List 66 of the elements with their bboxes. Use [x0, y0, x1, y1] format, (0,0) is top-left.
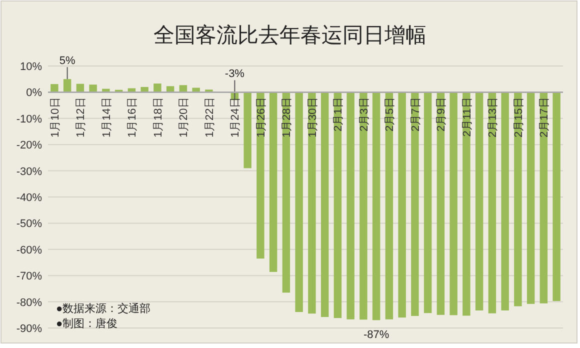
x-tick-label: 1月12日	[75, 97, 88, 138]
bar	[501, 92, 509, 310]
y-tick-label: -40%	[16, 192, 42, 204]
bar	[424, 92, 432, 314]
x-tick-label: 2月15日	[512, 97, 525, 138]
data-label: -3%	[224, 68, 245, 80]
x-tick-label: 2月11日	[461, 97, 474, 137]
bar	[89, 84, 97, 92]
x-tick-label: 1月30日	[306, 97, 319, 138]
bar	[154, 84, 162, 92]
y-tick-label: -30%	[16, 166, 42, 178]
bar	[256, 92, 264, 259]
bar	[462, 92, 470, 316]
y-tick-label: -80%	[16, 296, 42, 309]
annotation: ●制图：唐俊	[56, 317, 118, 330]
x-tick-label: 2月1日	[332, 97, 345, 132]
bar	[385, 92, 394, 320]
bar	[50, 84, 58, 92]
bar	[295, 92, 303, 312]
bar	[540, 92, 548, 304]
x-tick-label: 1月26日	[255, 97, 268, 138]
x-tick-label: 1月24日	[230, 97, 242, 138]
x-tick-label: 2月7日	[410, 97, 422, 132]
x-tick-label: 2月17日	[538, 97, 551, 138]
y-tick-label: 0%	[26, 87, 42, 100]
bar	[526, 92, 535, 304]
x-tick-label: 1月20日	[178, 97, 190, 138]
bar	[320, 92, 329, 317]
bar	[450, 92, 458, 316]
bar	[411, 92, 419, 316]
x-tick-label: 1月18日	[152, 97, 164, 138]
annotation: ●数据来源：交通部	[56, 302, 151, 315]
bar	[244, 92, 252, 168]
bar	[192, 88, 200, 92]
chart-title: 全国客流比去年春运同日增幅	[154, 24, 426, 47]
bar	[475, 92, 484, 310]
y-tick-label: 10%	[20, 61, 42, 73]
bar	[269, 92, 278, 272]
y-tick-label: -70%	[16, 270, 42, 283]
bar	[308, 92, 316, 314]
bar	[398, 92, 406, 318]
bar	[488, 92, 496, 314]
x-tick-label: 2月13日	[487, 97, 500, 138]
x-tick-label: 1月22日	[204, 97, 216, 138]
bar	[514, 92, 522, 306]
y-tick-label: -60%	[16, 244, 42, 256]
y-tick-label: -10%	[16, 113, 42, 126]
bar	[63, 79, 72, 92]
bar	[334, 92, 342, 318]
x-tick-label: 2月3日	[358, 97, 370, 132]
bar	[372, 92, 380, 320]
data-label: -87%	[363, 329, 390, 342]
data-label: 5%	[59, 55, 76, 68]
y-tick-label: -50%	[16, 218, 42, 230]
x-tick-label: 2月5日	[384, 97, 396, 132]
x-tick-label: 1月16日	[126, 97, 139, 138]
bar	[360, 92, 368, 320]
y-tick-label: -90%	[16, 323, 42, 335]
x-tick-label: 1月28日	[281, 97, 294, 138]
y-tick-label: -20%	[16, 140, 42, 152]
x-tick-label: 2月9日	[436, 97, 448, 132]
x-tick-label: 1月14日	[100, 97, 113, 138]
bar	[552, 92, 560, 302]
bar	[436, 92, 445, 315]
x-tick-label: 1月10日	[49, 97, 62, 138]
bar	[346, 92, 354, 320]
